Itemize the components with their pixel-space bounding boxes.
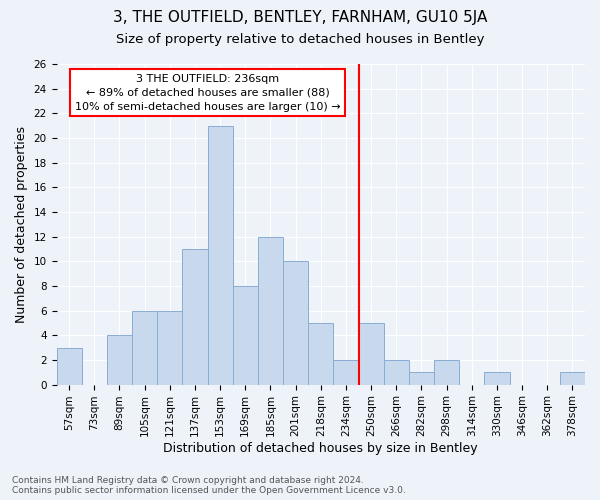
Bar (132, 310, 157, 384)
Text: Size of property relative to detached houses in Bentley: Size of property relative to detached ho… (116, 32, 484, 46)
Bar (56, 348, 82, 385)
Bar (233, 286, 258, 384)
Bar (182, 249, 208, 384)
Bar (258, 236, 283, 384)
Bar (484, 372, 509, 384)
Bar (308, 323, 334, 384)
Bar (409, 372, 434, 384)
Bar (383, 360, 409, 384)
X-axis label: Distribution of detached houses by size in Bentley: Distribution of detached houses by size … (163, 442, 478, 455)
Bar (334, 360, 359, 384)
Bar (560, 372, 585, 384)
Text: 3, THE OUTFIELD, BENTLEY, FARNHAM, GU10 5JA: 3, THE OUTFIELD, BENTLEY, FARNHAM, GU10 … (113, 10, 487, 25)
Bar (107, 336, 132, 384)
Bar (359, 323, 383, 384)
Bar (157, 310, 182, 384)
Y-axis label: Number of detached properties: Number of detached properties (15, 126, 28, 323)
Text: 3 THE OUTFIELD: 236sqm
← 89% of detached houses are smaller (88)
10% of semi-det: 3 THE OUTFIELD: 236sqm ← 89% of detached… (75, 74, 340, 112)
Bar (434, 360, 459, 384)
Bar (208, 126, 233, 384)
Text: Contains HM Land Registry data © Crown copyright and database right 2024.
Contai: Contains HM Land Registry data © Crown c… (12, 476, 406, 495)
Bar (283, 262, 308, 384)
